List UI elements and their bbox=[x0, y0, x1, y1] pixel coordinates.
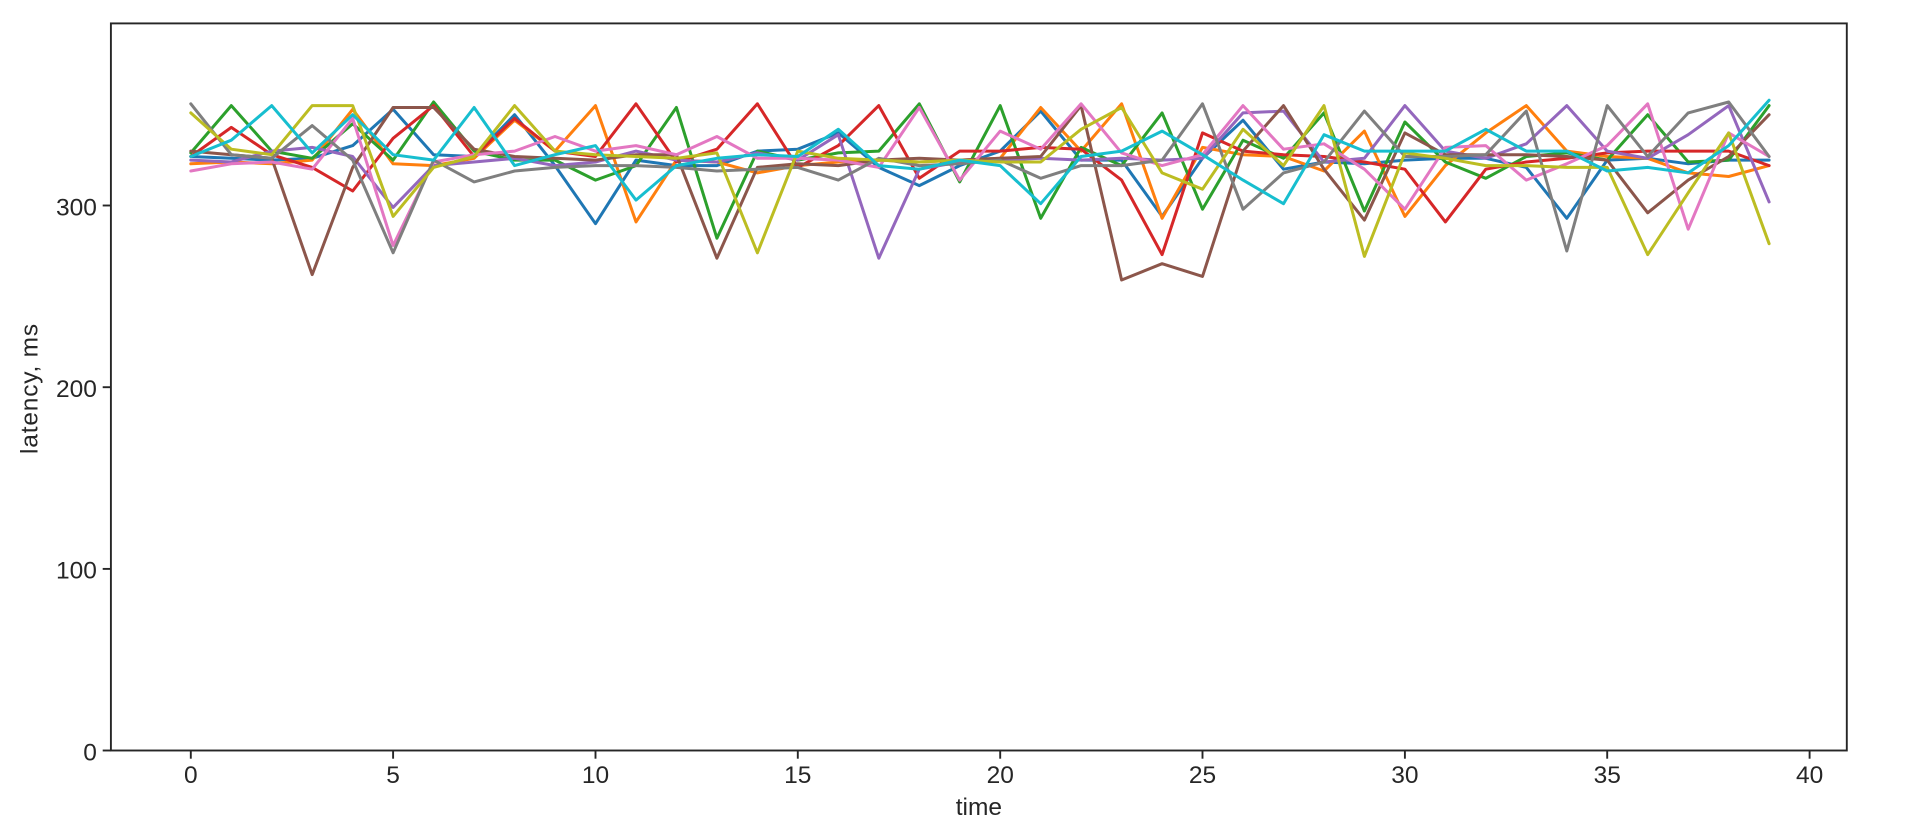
svg-text:30: 30 bbox=[1391, 762, 1418, 789]
svg-text:100: 100 bbox=[56, 558, 97, 585]
svg-text:35: 35 bbox=[1594, 762, 1621, 789]
svg-text:200: 200 bbox=[56, 376, 97, 403]
svg-text:10: 10 bbox=[582, 762, 609, 789]
svg-text:20: 20 bbox=[987, 762, 1014, 789]
svg-text:0: 0 bbox=[83, 739, 97, 766]
svg-text:25: 25 bbox=[1189, 762, 1216, 789]
svg-text:latency, ms: latency, ms bbox=[17, 323, 44, 454]
svg-text:40: 40 bbox=[1796, 762, 1823, 789]
svg-text:0: 0 bbox=[184, 762, 198, 789]
svg-text:300: 300 bbox=[56, 194, 97, 221]
svg-text:5: 5 bbox=[386, 762, 400, 789]
svg-text:15: 15 bbox=[784, 762, 811, 789]
svg-text:time: time bbox=[956, 794, 1002, 821]
